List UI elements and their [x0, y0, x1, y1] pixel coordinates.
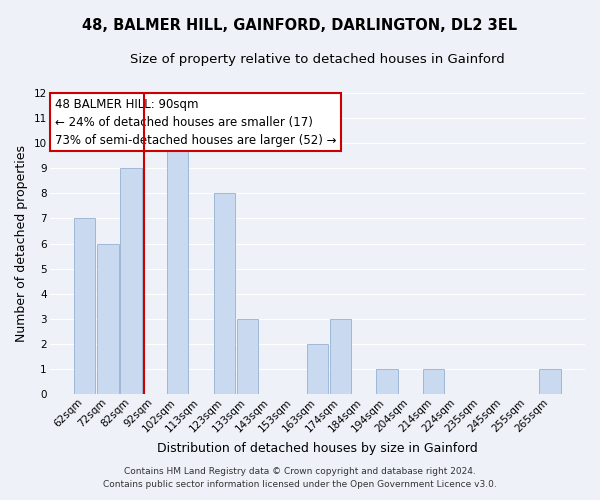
Bar: [97, 244, 119, 394]
Title: Size of property relative to detached houses in Gainford: Size of property relative to detached ho…: [130, 52, 505, 66]
Bar: [167, 143, 188, 394]
Bar: [307, 344, 328, 394]
Y-axis label: Number of detached properties: Number of detached properties: [15, 145, 28, 342]
Bar: [237, 319, 258, 394]
X-axis label: Distribution of detached houses by size in Gainford: Distribution of detached houses by size …: [157, 442, 478, 455]
Bar: [121, 168, 142, 394]
Text: 48, BALMER HILL, GAINFORD, DARLINGTON, DL2 3EL: 48, BALMER HILL, GAINFORD, DARLINGTON, D…: [82, 18, 518, 32]
Bar: [74, 218, 95, 394]
Text: 48 BALMER HILL: 90sqm
← 24% of detached houses are smaller (17)
73% of semi-deta: 48 BALMER HILL: 90sqm ← 24% of detached …: [55, 98, 337, 146]
Bar: [539, 369, 560, 394]
Bar: [214, 194, 235, 394]
Bar: [376, 369, 398, 394]
Text: Contains HM Land Registry data © Crown copyright and database right 2024.
Contai: Contains HM Land Registry data © Crown c…: [103, 468, 497, 489]
Bar: [423, 369, 445, 394]
Bar: [330, 319, 351, 394]
